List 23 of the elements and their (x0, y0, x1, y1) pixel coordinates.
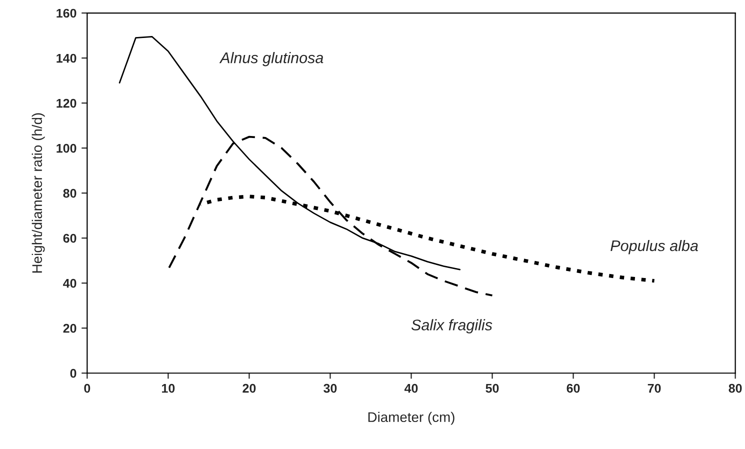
y-tick-label: 60 (63, 234, 76, 243)
text: Alnus glutinosa (219, 52, 324, 66)
x-tick-label: 20 (242, 384, 256, 393)
y-tick-label: 160 (56, 8, 76, 18)
y-tick-label: 80 (63, 188, 76, 198)
x-tick-label: 60 (566, 384, 580, 393)
y-tick-label: 40 (63, 278, 76, 288)
x-tick-label: 10 (162, 384, 175, 393)
y-tick-label: 120 (56, 98, 76, 108)
y-tick-label: 100 (56, 144, 76, 153)
x-tick-label: 80 (728, 384, 742, 393)
x-tick-label: 0 (84, 384, 90, 393)
y-tick-label: 20 (63, 324, 76, 333)
x-tick-label: 30 (324, 384, 337, 393)
y-tick-label: 140 (56, 54, 76, 63)
series-label: Salix fragilis (411, 319, 492, 334)
x-axis-title: Diameter (cm) (368, 412, 454, 425)
x-tick-label: 70 (648, 384, 661, 393)
x-tick-label: 40 (404, 384, 418, 393)
x-tick-label: 50 (486, 384, 499, 393)
y-tick-label: 0 (70, 368, 76, 378)
series-label: Populus alba (610, 240, 698, 254)
y-axis-title: Height/diameter ratio (h/d) (32, 113, 45, 273)
